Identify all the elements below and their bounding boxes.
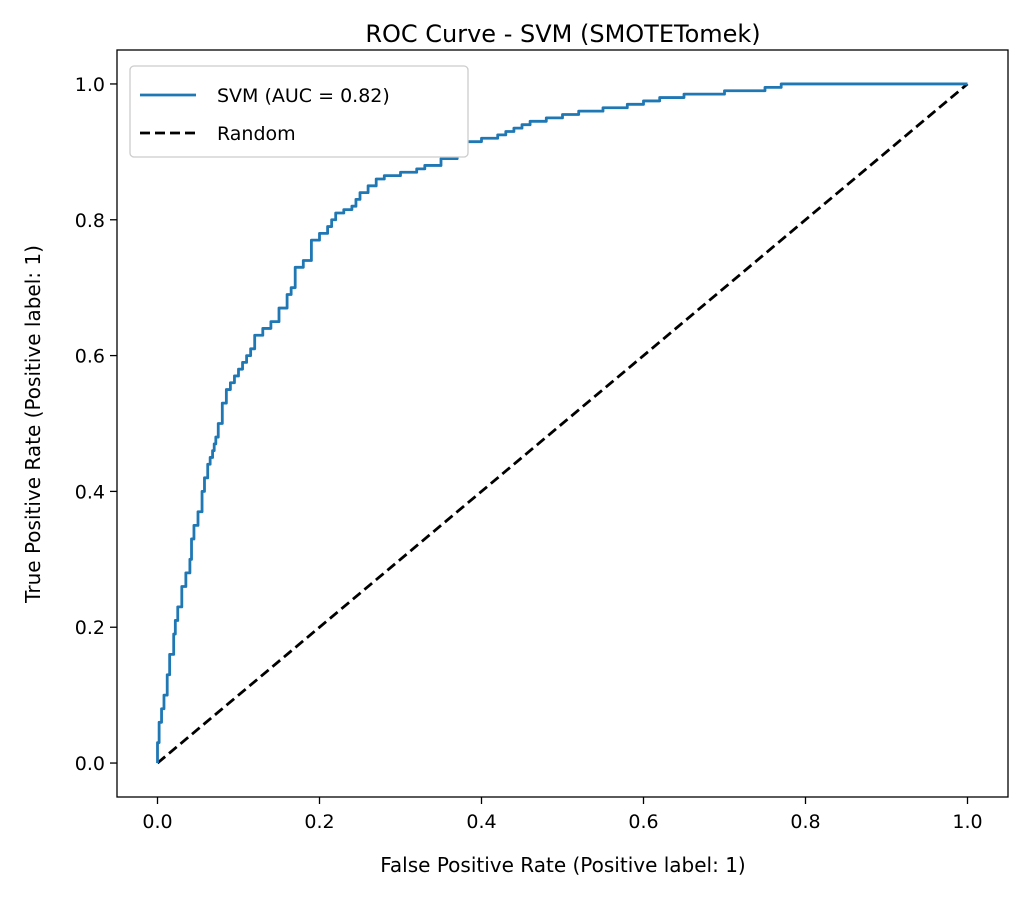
plot-area: [116, 49, 1009, 798]
y-tick-label: 0.0: [75, 753, 105, 775]
legend-label-svm: SVM (AUC = 0.82): [217, 85, 390, 107]
x-tick-label: 0.0: [142, 811, 172, 833]
series-svm-roc-line: [156, 82, 968, 764]
y-axis-label: True Positive Rate (Positive label: 1): [21, 245, 45, 604]
y-tick-label: 0.2: [75, 617, 105, 639]
x-tick-label: 0.2: [304, 811, 334, 833]
x-tick-label: 0.4: [466, 811, 496, 833]
y-tick-label: 0.4: [75, 481, 105, 503]
chart-title: ROC Curve - SVM (SMOTETomek): [365, 20, 760, 48]
y-tick-label: 0.8: [75, 210, 105, 232]
x-tick-label: 0.8: [790, 811, 820, 833]
x-tick-label: 1.0: [952, 811, 982, 833]
legend-box: [129, 65, 469, 158]
y-tick-label: 0.6: [75, 346, 105, 368]
legend: SVM (AUC = 0.82) Random: [129, 65, 469, 158]
series-random-line: [156, 82, 969, 765]
x-axis-label: False Positive Rate (Positive label: 1): [380, 853, 746, 877]
x-tick-label: 0.6: [628, 811, 658, 833]
legend-label-random: Random: [217, 123, 296, 145]
y-tick-label: 1.0: [75, 74, 105, 96]
